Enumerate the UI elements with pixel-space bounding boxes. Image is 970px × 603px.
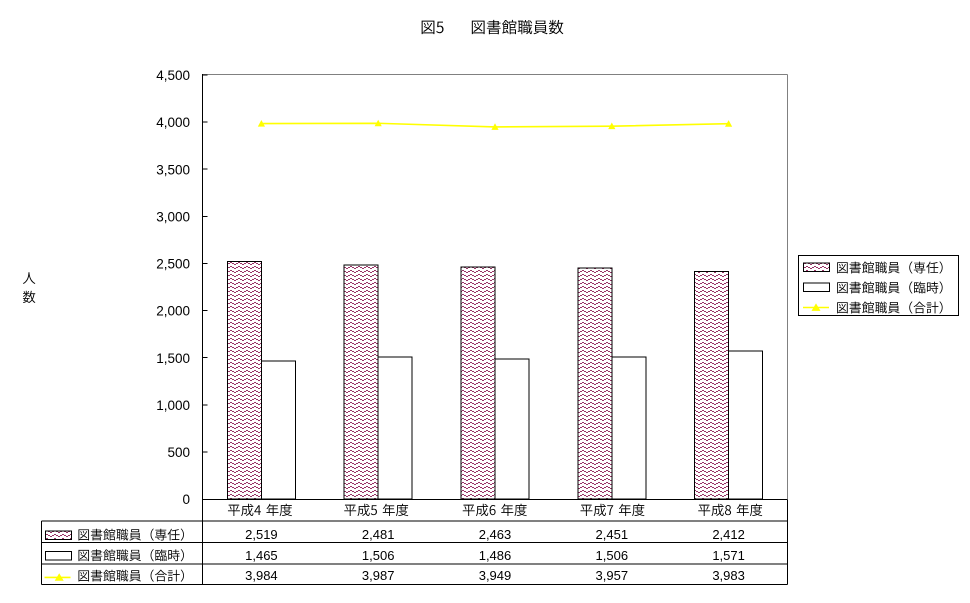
svg-text:1,486: 1,486 bbox=[479, 548, 512, 563]
svg-text:3,987: 3,987 bbox=[362, 568, 395, 583]
svg-text:3,000: 3,000 bbox=[156, 209, 190, 224]
svg-text:3,983: 3,983 bbox=[712, 568, 745, 583]
svg-text:2,500: 2,500 bbox=[156, 257, 190, 272]
svg-text:3,957: 3,957 bbox=[596, 568, 629, 583]
svg-text:2,451: 2,451 bbox=[596, 527, 629, 542]
svg-text:2,412: 2,412 bbox=[712, 527, 745, 542]
svg-text:0: 0 bbox=[182, 492, 190, 507]
svg-text:1,571: 1,571 bbox=[712, 548, 745, 563]
svg-text:1,000: 1,000 bbox=[156, 398, 190, 413]
svg-text:2,463: 2,463 bbox=[479, 527, 512, 542]
svg-text:2,519: 2,519 bbox=[245, 527, 278, 542]
svg-text:3,984: 3,984 bbox=[245, 568, 278, 583]
svg-text:3,500: 3,500 bbox=[156, 162, 190, 177]
svg-text:1,500: 1,500 bbox=[156, 351, 190, 366]
svg-text:4,000: 4,000 bbox=[156, 115, 190, 130]
svg-text:500: 500 bbox=[167, 445, 190, 460]
svg-text:1,506: 1,506 bbox=[596, 548, 629, 563]
svg-text:2,000: 2,000 bbox=[156, 304, 190, 319]
svg-text:1,465: 1,465 bbox=[245, 548, 278, 563]
svg-text:1,506: 1,506 bbox=[362, 548, 395, 563]
svg-text:4,500: 4,500 bbox=[156, 68, 190, 83]
svg-text:2,481: 2,481 bbox=[362, 527, 395, 542]
svg-text:3,949: 3,949 bbox=[479, 568, 512, 583]
